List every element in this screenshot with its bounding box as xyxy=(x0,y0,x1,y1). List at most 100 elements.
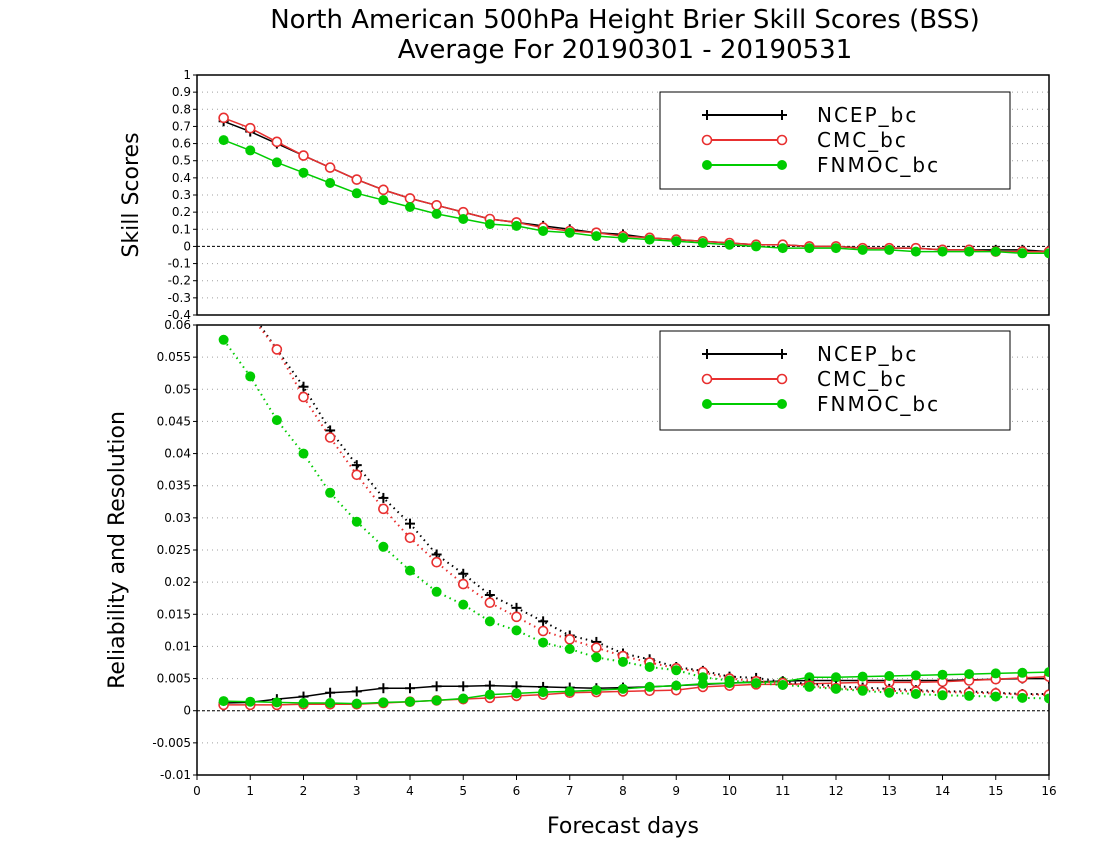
panel2-xtick-label: 0 xyxy=(193,784,201,798)
panel1-series-fnmoc-bc-point xyxy=(804,243,815,254)
panel2-series-fnmoc-bc-resolution-point xyxy=(325,487,336,498)
panel1-legend-cmc-bc-marker-left xyxy=(701,134,713,146)
panel2-series-cmc-bc-resolution-point xyxy=(351,469,363,481)
panel1-ytick-label: 0.3 xyxy=(172,188,191,202)
panel2-ytick-label: 0.025 xyxy=(157,543,191,557)
panel1-series-fnmoc-bc-point xyxy=(351,188,362,199)
panel2-series-fnmoc-bc-resolution-line xyxy=(222,339,1049,700)
panel1-series-fnmoc-bc-point xyxy=(458,214,469,224)
panel1-legend-cmc-bc-label: CMC_bc xyxy=(817,128,908,152)
panel2-series-cmc-bc-resolution-point xyxy=(404,532,416,544)
panel1-series-fnmoc-bc xyxy=(218,135,1049,259)
panel2-series-fnmoc-bc-resolution-point xyxy=(564,644,575,654)
panel2-series-cmc-bc-resolution-point xyxy=(219,274,228,283)
panel2-series-fnmoc-bc-resolution-point xyxy=(724,675,735,686)
panel1-series-fnmoc-bc-point xyxy=(671,236,682,247)
panel2-series-fnmoc-bc-resolution-point xyxy=(298,448,309,459)
panel1-data xyxy=(218,112,1049,259)
panel2-legend-cmc-bc-label: CMC_bc xyxy=(817,367,908,391)
panel1-ytick-label: 0.8 xyxy=(172,102,191,116)
panel2-series-cmc-bc-resolution-point xyxy=(298,391,309,403)
panel2-series-fnmoc-bc-resolution-point xyxy=(405,565,415,576)
panel2-series-fnmoc-bc-reliability-point xyxy=(644,681,655,692)
panel1-series-fnmoc-bc-point xyxy=(538,226,549,236)
panel2-series-cmc-bc-resolution-point xyxy=(271,344,283,355)
panel2-legend-cmc-bc-marker-left xyxy=(701,373,713,385)
panel2-legend-fnmoc-bc-marker-right xyxy=(777,399,787,409)
panel2-legend-fnmoc-bc-label: FNMOC_bc xyxy=(817,392,940,416)
panel2-series-fnmoc-bc-resolution-point xyxy=(245,371,256,382)
panel2-series-fnmoc-bc-reliability-point xyxy=(1044,667,1049,678)
panel2-series-fnmoc-bc-reliability-point xyxy=(378,697,389,708)
panel2-series-fnmoc-bc-reliability-point xyxy=(271,697,282,708)
panel2-series-fnmoc-bc-reliability-point xyxy=(937,669,948,680)
panel1-series-fnmoc-bc-point xyxy=(564,227,575,238)
panel2-series-cmc-bc-resolution-point xyxy=(511,611,522,623)
panel2-series-fnmoc-bc-resolution-point xyxy=(884,687,895,698)
panel1-series-fnmoc-bc-point xyxy=(325,178,336,188)
panel2-series-fnmoc-bc-reliability-point xyxy=(484,689,495,700)
panel2-series-fnmoc-bc-resolution-point xyxy=(697,672,708,683)
panel1-ytick-label: 0.2 xyxy=(172,205,191,219)
panel1-series-fnmoc-bc-point xyxy=(937,246,948,257)
panel2-series-fnmoc-bc-reliability-point xyxy=(351,698,362,709)
panel1-series-cmc-bc-point xyxy=(351,174,363,185)
panel1-ytick-label: -0.2 xyxy=(168,274,191,288)
panel2-series-cmc-bc-resolution-point xyxy=(324,432,336,443)
panel2-group: 0.060.0550.050.0450.040.0350.030.0250.02… xyxy=(105,274,1057,839)
panel1-series-fnmoc-bc-point xyxy=(511,220,522,231)
panel1-series-fnmoc-bc-point xyxy=(990,246,1001,257)
panel1-series-cmc-bc-point xyxy=(324,162,336,173)
panel1-series-fnmoc-bc-point xyxy=(245,145,256,156)
panel2-series-fnmoc-bc-resolution-point xyxy=(591,652,602,663)
panel1-ytick-label: 0.7 xyxy=(172,119,191,133)
panel2-ytick-label: 0.02 xyxy=(164,575,191,589)
panel2-series-cmc-bc-resolution-point xyxy=(457,578,469,590)
panel2-series-fnmoc-bc-reliability-point xyxy=(1017,667,1028,678)
panel2-ytick-label: 0.005 xyxy=(157,672,191,686)
panel2-ytick-label: 0.04 xyxy=(164,447,191,461)
panel1-series-cmc-bc-point xyxy=(244,122,256,134)
panel1-ytick-label: -0.3 xyxy=(168,291,191,305)
panel2-legend-ncep-bc-label: NCEP_bc xyxy=(817,342,918,366)
panel2-series-fnmoc-bc-resolution-point xyxy=(751,678,762,689)
panel2-series-cmc-bc-resolution-point xyxy=(431,556,442,568)
panel2-xtick-label: 12 xyxy=(828,784,843,798)
panel2-legend-fnmoc-bc-marker-left xyxy=(702,399,712,409)
panel1-ytick-label: 0.4 xyxy=(172,171,191,185)
panel1-ytick-label: 0.6 xyxy=(172,137,191,151)
panel1-ytick-label: 0.5 xyxy=(172,154,191,168)
panel1-series-fnmoc-bc-point xyxy=(831,243,841,254)
panel2-ylabel: Reliability and Resolution xyxy=(105,411,130,689)
panel2-xtick-label: 4 xyxy=(406,784,414,798)
panel2-ytick-label: 0.03 xyxy=(164,511,191,525)
panel2-series-fnmoc-bc-resolution-point xyxy=(378,541,389,552)
panel2-series-fnmoc-bc-resolution-point xyxy=(538,637,549,648)
panel2-ytick-label: 0.045 xyxy=(157,414,191,428)
panel1-ytick-label: 0 xyxy=(183,239,191,253)
panel2-series-fnmoc-bc-reliability-point xyxy=(804,672,815,683)
panel2-ytick-label: 0.05 xyxy=(164,382,191,396)
panel2-series-fnmoc-bc-reliability-point xyxy=(990,668,1001,679)
panel2-ytick-label: 0 xyxy=(183,704,191,718)
panel2-xtick-label: 3 xyxy=(353,784,361,798)
panel2-legend-box xyxy=(659,330,1011,431)
panel1-legend-fnmoc-bc-marker-right xyxy=(777,160,787,170)
panel1-ytick-label: 0.1 xyxy=(172,222,191,236)
panel2-series-fnmoc-bc-reliability-point xyxy=(298,698,309,708)
panel2-xtick-label: 11 xyxy=(775,784,790,798)
panel2-ytick-label: 0.015 xyxy=(157,607,191,621)
chart-subtitle: Average For 20190301 - 20190531 xyxy=(398,35,853,65)
panel2-series-fnmoc-bc-resolution-point xyxy=(990,691,1001,702)
panel2-xtick-label: 10 xyxy=(722,784,737,798)
panel2-series-fnmoc-bc-resolution-point xyxy=(777,680,788,690)
panel2-series-fnmoc-bc-resolution-point xyxy=(511,625,522,636)
panel1-series-fnmoc-bc-point xyxy=(964,246,975,257)
panel1-ylabel: Skill Scores xyxy=(119,132,144,257)
panel2-series-fnmoc-bc-resolution-point xyxy=(644,662,655,672)
panel2-series-fnmoc-bc-resolution-point xyxy=(458,599,469,610)
panel2-xtick-label: 5 xyxy=(459,784,467,798)
panel2-series-fnmoc-bc-reliability-point xyxy=(618,683,628,694)
panel2-ytick-label: 0.035 xyxy=(157,479,191,493)
